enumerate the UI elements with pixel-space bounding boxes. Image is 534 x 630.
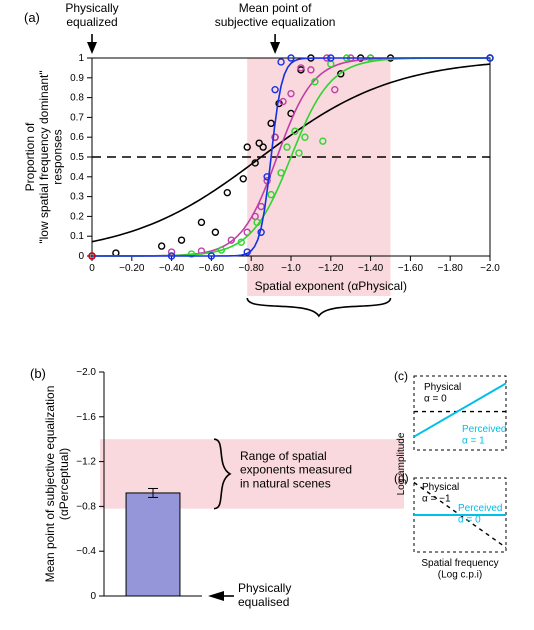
svg-text:−1.6: −1.6 bbox=[76, 412, 96, 423]
svg-text:0.6: 0.6 bbox=[70, 132, 84, 143]
svg-text:Proportion of"low spatial freq: Proportion of"low spatial frequency domi… bbox=[23, 70, 65, 243]
svg-text:−1.40: −1.40 bbox=[358, 263, 384, 274]
svg-text:0: 0 bbox=[89, 263, 95, 274]
svg-text:Log amplitude: Log amplitude bbox=[396, 432, 407, 495]
svg-text:(c): (c) bbox=[394, 369, 408, 383]
svg-text:0: 0 bbox=[90, 591, 96, 602]
svg-text:−0.4: −0.4 bbox=[76, 546, 96, 557]
svg-text:−0.8: −0.8 bbox=[76, 501, 96, 512]
svg-text:−0.40: −0.40 bbox=[159, 263, 185, 274]
svg-text:−1.60: −1.60 bbox=[398, 263, 424, 274]
svg-text:−1.0: −1.0 bbox=[281, 263, 301, 274]
svg-text:−1.20: −1.20 bbox=[318, 263, 344, 274]
svg-text:Spatial frequency(Log c.p.i): Spatial frequency(Log c.p.i) bbox=[421, 558, 498, 581]
svg-text:0.1: 0.1 bbox=[70, 231, 84, 242]
svg-text:0.3: 0.3 bbox=[70, 192, 84, 203]
svg-text:Mean point of subjective equal: Mean point of subjective equalization(αP… bbox=[43, 386, 71, 583]
svg-text:−2.0: −2.0 bbox=[76, 367, 96, 378]
svg-text:−0.80: −0.80 bbox=[239, 263, 265, 274]
svg-text:−0.60: −0.60 bbox=[199, 263, 225, 274]
svg-text:0.8: 0.8 bbox=[70, 93, 84, 104]
svg-text:0.5: 0.5 bbox=[70, 152, 84, 163]
svg-text:(a): (a) bbox=[24, 10, 40, 25]
svg-text:0.4: 0.4 bbox=[70, 172, 84, 183]
svg-text:−1.2: −1.2 bbox=[76, 457, 96, 468]
svg-text:0.2: 0.2 bbox=[70, 211, 84, 222]
svg-text:−1.80: −1.80 bbox=[438, 263, 464, 274]
svg-text:−2.0: −2.0 bbox=[480, 263, 500, 274]
svg-text:Spatial exponent (αPhysical): Spatial exponent (αPhysical) bbox=[255, 279, 407, 293]
svg-text:0.9: 0.9 bbox=[70, 73, 84, 84]
svg-text:Physicallyequalized: Physicallyequalized bbox=[65, 1, 118, 29]
svg-text:Mean point ofsubjective equali: Mean point ofsubjective equalization bbox=[215, 1, 336, 29]
svg-text:Physicallyequalised: Physicallyequalised bbox=[238, 581, 291, 609]
svg-text:0: 0 bbox=[78, 251, 84, 262]
svg-text:0.7: 0.7 bbox=[70, 112, 84, 123]
svg-text:(b): (b) bbox=[30, 366, 46, 381]
svg-text:−0.20: −0.20 bbox=[119, 263, 145, 274]
svg-text:1: 1 bbox=[78, 53, 84, 64]
